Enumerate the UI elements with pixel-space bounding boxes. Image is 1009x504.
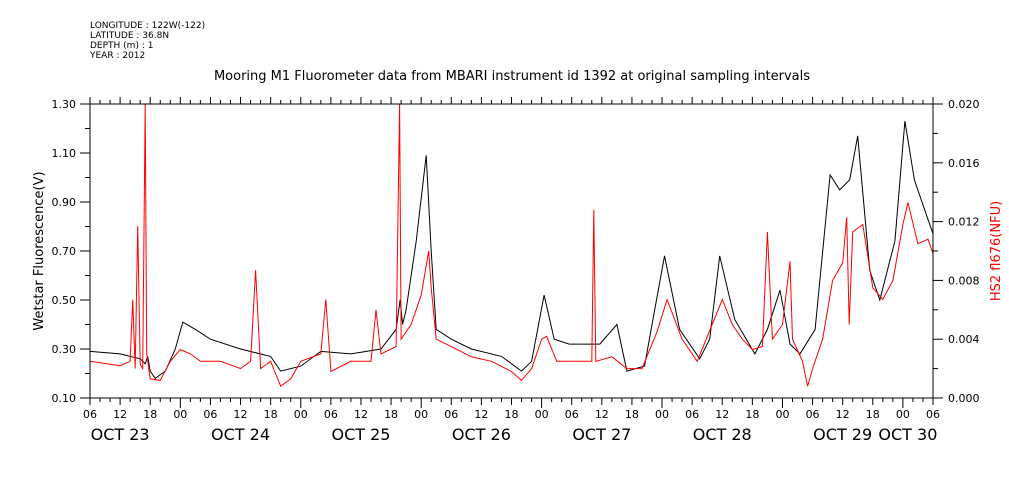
x-tick-label: 18 bbox=[143, 408, 157, 421]
x-tick-label: 00 bbox=[414, 408, 428, 421]
x-tick-label: 00 bbox=[294, 408, 308, 421]
x-tick-label: 00 bbox=[655, 408, 669, 421]
x-tick-label: 18 bbox=[264, 408, 278, 421]
day-label: OCT 25 bbox=[331, 425, 390, 444]
x-tick-label: 00 bbox=[775, 408, 789, 421]
x-tick-label: 06 bbox=[685, 408, 699, 421]
x-tick-label: 18 bbox=[505, 408, 519, 421]
x-tick-label: 06 bbox=[806, 408, 820, 421]
x-tick-label: 06 bbox=[83, 408, 97, 421]
y2-tick-label: 0.004 bbox=[948, 333, 980, 346]
x-tick-label: 12 bbox=[474, 408, 488, 421]
chart-title: Mooring M1 Fluorometer data from MBARI i… bbox=[214, 69, 810, 84]
x-tick-label: 18 bbox=[625, 408, 639, 421]
x-tick-label: 06 bbox=[444, 408, 458, 421]
day-label: OCT 29 bbox=[813, 425, 872, 444]
y2-axis-label: HS2 fl676(NFU) bbox=[989, 201, 1004, 301]
x-tick-label: 00 bbox=[535, 408, 549, 421]
metadata-block: LONGITUDE : 122W(-122) LATITUDE : 36.8N … bbox=[90, 21, 205, 61]
y-tick-label: 0.70 bbox=[52, 245, 77, 258]
x-tick-label: 12 bbox=[113, 408, 127, 421]
voltage-series-line bbox=[89, 121, 934, 380]
x-tick-label: 18 bbox=[384, 408, 398, 421]
day-label: OCT 28 bbox=[693, 425, 752, 444]
y2-tick-label: 0.012 bbox=[948, 216, 980, 229]
y-tick-label: 0.50 bbox=[52, 294, 77, 307]
depth-label: DEPTH (m) : 1 bbox=[90, 41, 154, 51]
y-tick-label: 1.10 bbox=[52, 147, 77, 160]
x-tick-label: 06 bbox=[926, 408, 940, 421]
x-tick-label: 12 bbox=[715, 408, 729, 421]
y-tick-label: 0.90 bbox=[52, 196, 77, 209]
y2-tick-label: 0.020 bbox=[948, 98, 980, 111]
x-tick-label: 12 bbox=[354, 408, 368, 421]
x-tick-label: 12 bbox=[836, 408, 850, 421]
day-label: OCT 26 bbox=[452, 425, 511, 444]
y-tick-label: 0.30 bbox=[52, 343, 77, 356]
day-label: OCT 23 bbox=[91, 425, 150, 444]
latitude-label: LATITUDE : 36.8N bbox=[90, 31, 170, 41]
x-tick-label: 00 bbox=[896, 408, 910, 421]
x-tick-label: 18 bbox=[745, 408, 759, 421]
y-tick-label: 1.30 bbox=[52, 98, 77, 111]
day-label: OCT 30 bbox=[878, 425, 937, 444]
x-tick-label: 06 bbox=[203, 408, 217, 421]
y2-tick-label: 0.008 bbox=[948, 274, 980, 287]
x-tick-label: 06 bbox=[324, 408, 338, 421]
x-tick-label: 18 bbox=[866, 408, 880, 421]
x-tick-label: 00 bbox=[173, 408, 187, 421]
day-label: OCT 27 bbox=[572, 425, 631, 444]
year-label: YEAR : 2012 bbox=[90, 51, 146, 61]
x-tick-label: 06 bbox=[565, 408, 579, 421]
plot-frame bbox=[89, 103, 934, 399]
y-axis-label: Wetstar Fluorescence(V) bbox=[32, 171, 47, 330]
x-tick-label: 12 bbox=[595, 408, 609, 421]
nfu-series-line bbox=[89, 103, 934, 387]
x-tick-label: 12 bbox=[234, 408, 248, 421]
y-tick-label: 0.10 bbox=[52, 392, 77, 405]
day-label: OCT 24 bbox=[211, 425, 270, 444]
y2-tick-label: 0.000 bbox=[948, 392, 980, 405]
y2-tick-label: 0.016 bbox=[948, 157, 980, 170]
longitude-label: LONGITUDE : 122W(-122) bbox=[90, 21, 206, 31]
